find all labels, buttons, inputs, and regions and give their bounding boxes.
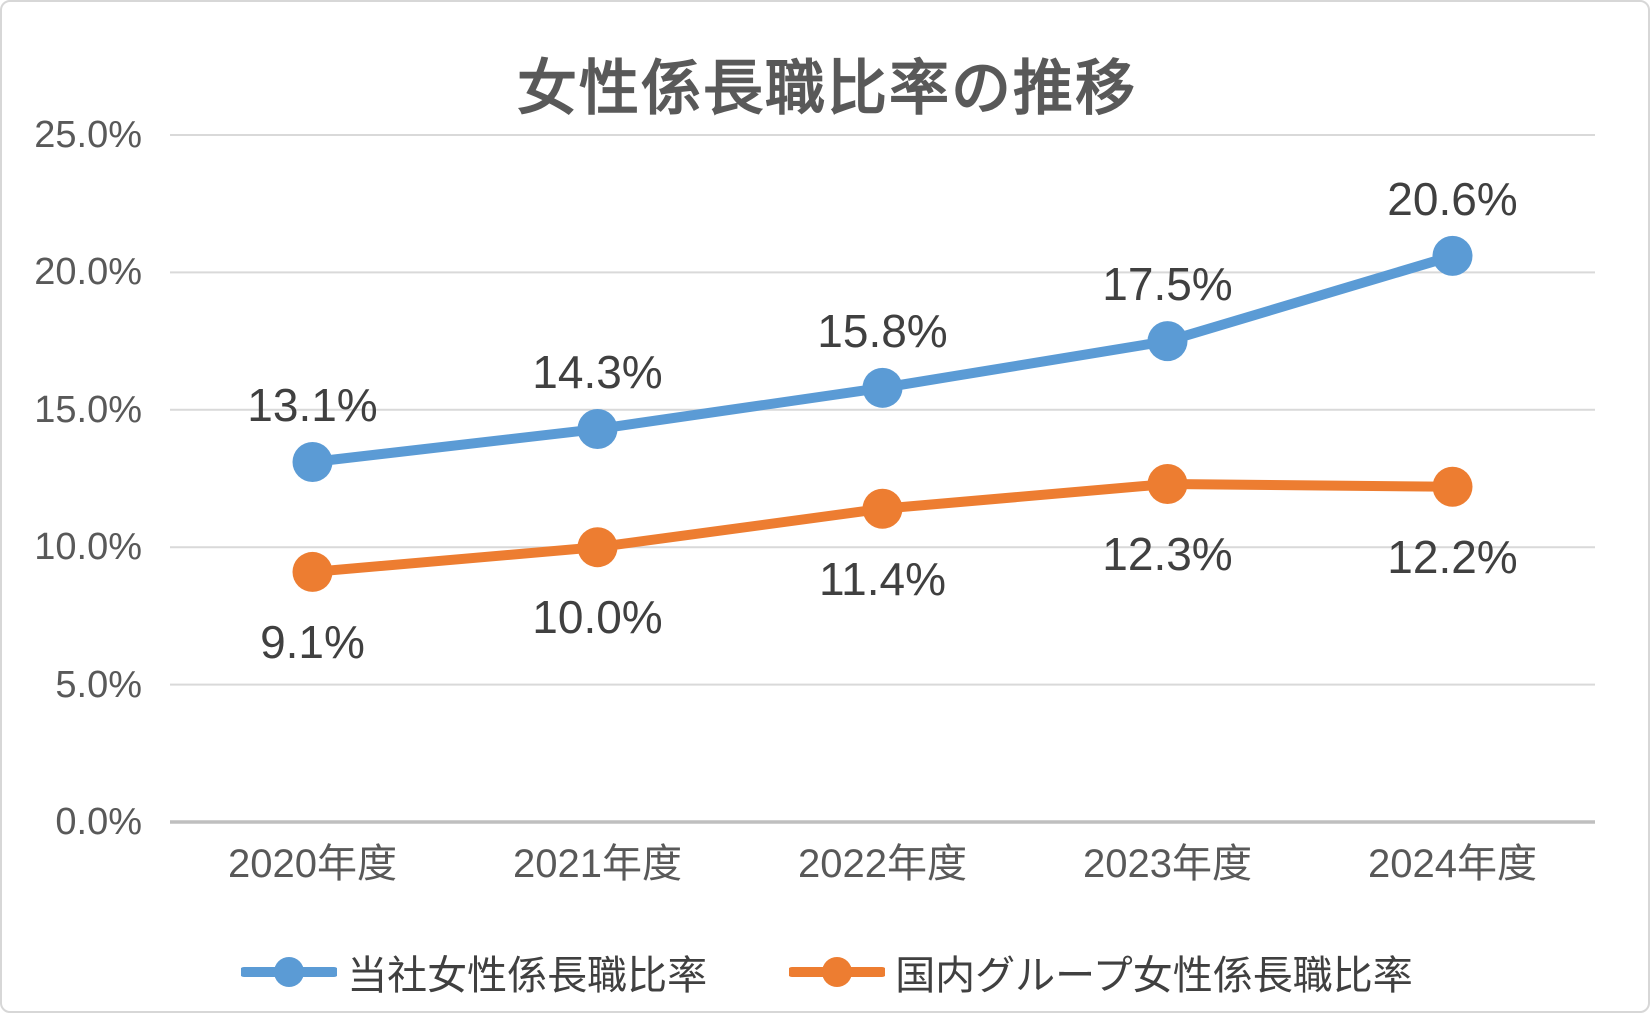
y-axis-tick-label: 10.0% [34, 526, 142, 569]
legend-marker-icon [241, 957, 338, 987]
data-label: 9.1% [260, 615, 365, 668]
x-axis-tick-label: 2022年度 [798, 842, 967, 886]
data-point-marker [1432, 235, 1473, 276]
legend-item-1: 国内グループ女性係長職比率 [789, 943, 1413, 1001]
legend-label: 国内グループ女性係長職比率 [895, 954, 1413, 998]
data-point-marker [1147, 321, 1188, 362]
legend-item-0: 当社女性係長職比率 [241, 943, 707, 1001]
legend-label: 当社女性係長職比率 [347, 954, 708, 998]
data-label: 17.5% [1102, 258, 1233, 311]
data-point-marker [292, 551, 333, 592]
x-axis-tick-label: 2020年度 [228, 842, 397, 886]
y-axis-tick-label: 0.0% [55, 801, 142, 843]
data-label: 14.3% [532, 346, 663, 399]
data-point-marker [577, 527, 618, 568]
data-point-marker [1147, 463, 1188, 504]
y-axis-tick-label: 25.0% [34, 114, 142, 156]
y-axis-tick-label: 20.0% [34, 251, 142, 294]
x-axis-tick-label: 2021年度 [513, 842, 682, 886]
data-label: 13.1% [247, 379, 378, 431]
legend-marker-icon [789, 957, 886, 987]
chart-title: 女性係長職比率の推移 [517, 55, 1137, 122]
data-label: 20.6% [1387, 172, 1518, 225]
y-axis-tick-label: 15.0% [34, 388, 142, 431]
data-label: 11.4% [818, 552, 947, 605]
data-point-marker [577, 409, 618, 450]
x-axis-tick-label: 2024年度 [1368, 842, 1537, 886]
series-line-0 [307, 250, 1458, 468]
data-label: 12.2% [1387, 530, 1518, 583]
data-point-marker [862, 367, 903, 408]
legend: 当社女性係長職比率 国内グループ女性係長職比率 [2, 940, 1648, 1004]
data-point-marker [862, 488, 903, 529]
data-label: 12.3% [1102, 527, 1233, 580]
data-point-marker [1432, 466, 1473, 507]
y-axis-tick-label: 5.0% [55, 663, 142, 706]
x-axis-tick-label: 2023年度 [1083, 842, 1252, 886]
data-label: 10.0% [532, 591, 663, 644]
data-label: 15.8% [817, 304, 948, 357]
data-point-marker [292, 442, 333, 483]
